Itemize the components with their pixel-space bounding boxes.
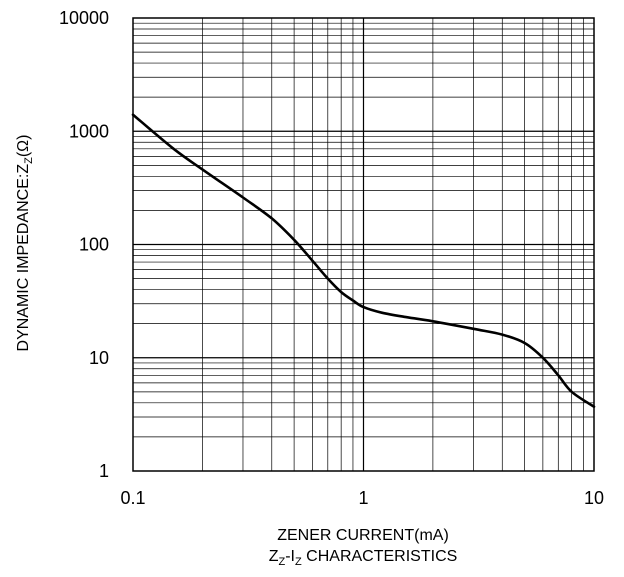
- y-tick-labels: 1 10 100 1000 10000: [59, 8, 109, 481]
- y-tick-label: 10000: [59, 8, 109, 28]
- y-axis-title: DYNAMIC IMPEDANCE:ZZ(Ω): [15, 135, 35, 352]
- caption-b-sub: Z: [295, 556, 302, 568]
- grid-lines: [133, 18, 594, 471]
- caption-tail: CHARACTERISTICS: [302, 548, 458, 565]
- x-tick-label: 10: [584, 488, 604, 508]
- x-axis-title: ZENER CURRENT(mA): [277, 527, 449, 544]
- x-tick-label: 0.1: [120, 488, 145, 508]
- y-tick-label: 1000: [69, 121, 109, 141]
- x-tick-label: 1: [358, 488, 368, 508]
- y-axis-title-sub: Z: [23, 157, 35, 164]
- y-tick-label: 10: [89, 348, 109, 368]
- y-axis-title-tail: (Ω): [15, 135, 32, 158]
- x-tick-labels: 0.1 1 10: [120, 488, 604, 508]
- y-axis-title-main: DYNAMIC IMPEDANCE:Z: [15, 164, 32, 352]
- impedance-curve: [131, 113, 596, 408]
- chart-caption: ZZ-IZ CHARACTERISTICS: [269, 548, 458, 568]
- y-tick-label: 100: [79, 235, 109, 255]
- y-tick-label: 1: [99, 461, 109, 481]
- caption-a-sub: Z: [278, 556, 285, 568]
- caption-mid: -I: [285, 548, 295, 565]
- plot-frame: [132, 17, 595, 472]
- caption-a: Z: [269, 548, 279, 565]
